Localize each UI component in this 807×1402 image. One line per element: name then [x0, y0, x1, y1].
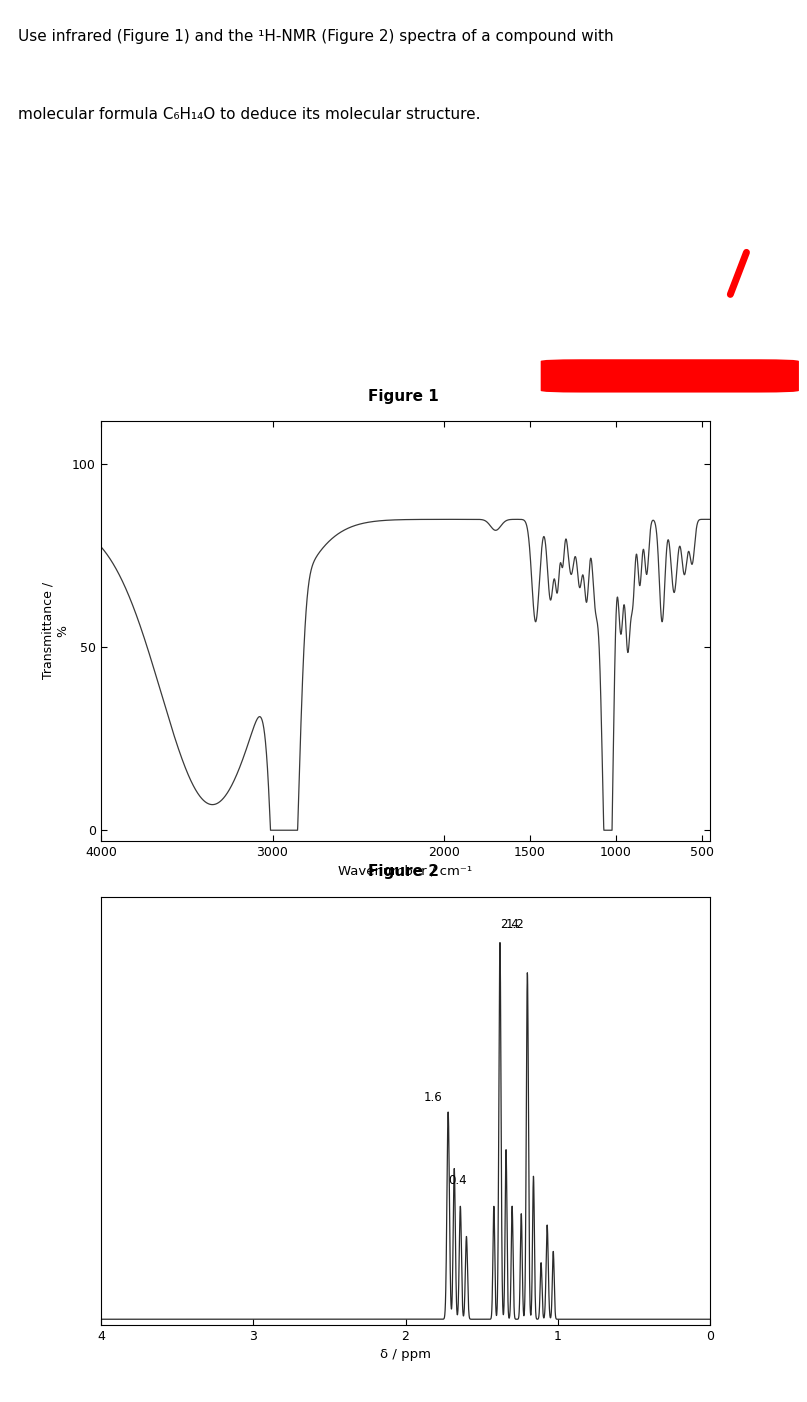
Y-axis label: Transmittance /
%: Transmittance / %	[41, 582, 69, 680]
X-axis label: δ / ppm: δ / ppm	[380, 1349, 431, 1361]
Text: Figure 2: Figure 2	[368, 864, 439, 879]
FancyBboxPatch shape	[541, 359, 799, 393]
Text: molecular formula C₆H₁₄O to deduce its molecular structure.: molecular formula C₆H₁₄O to deduce its m…	[18, 107, 480, 122]
X-axis label: Wavenumber / cm⁻¹: Wavenumber / cm⁻¹	[338, 865, 473, 878]
Text: Figure 1: Figure 1	[368, 388, 439, 404]
Text: Use infrared (Figure 1) and the ¹H-NMR (Figure 2) spectra of a compound with: Use infrared (Figure 1) and the ¹H-NMR (…	[18, 28, 613, 43]
Text: 2.4: 2.4	[500, 918, 519, 931]
Text: 1.6: 1.6	[424, 1092, 442, 1105]
Text: 1.2: 1.2	[505, 918, 525, 931]
Text: 0.4: 0.4	[448, 1175, 466, 1187]
